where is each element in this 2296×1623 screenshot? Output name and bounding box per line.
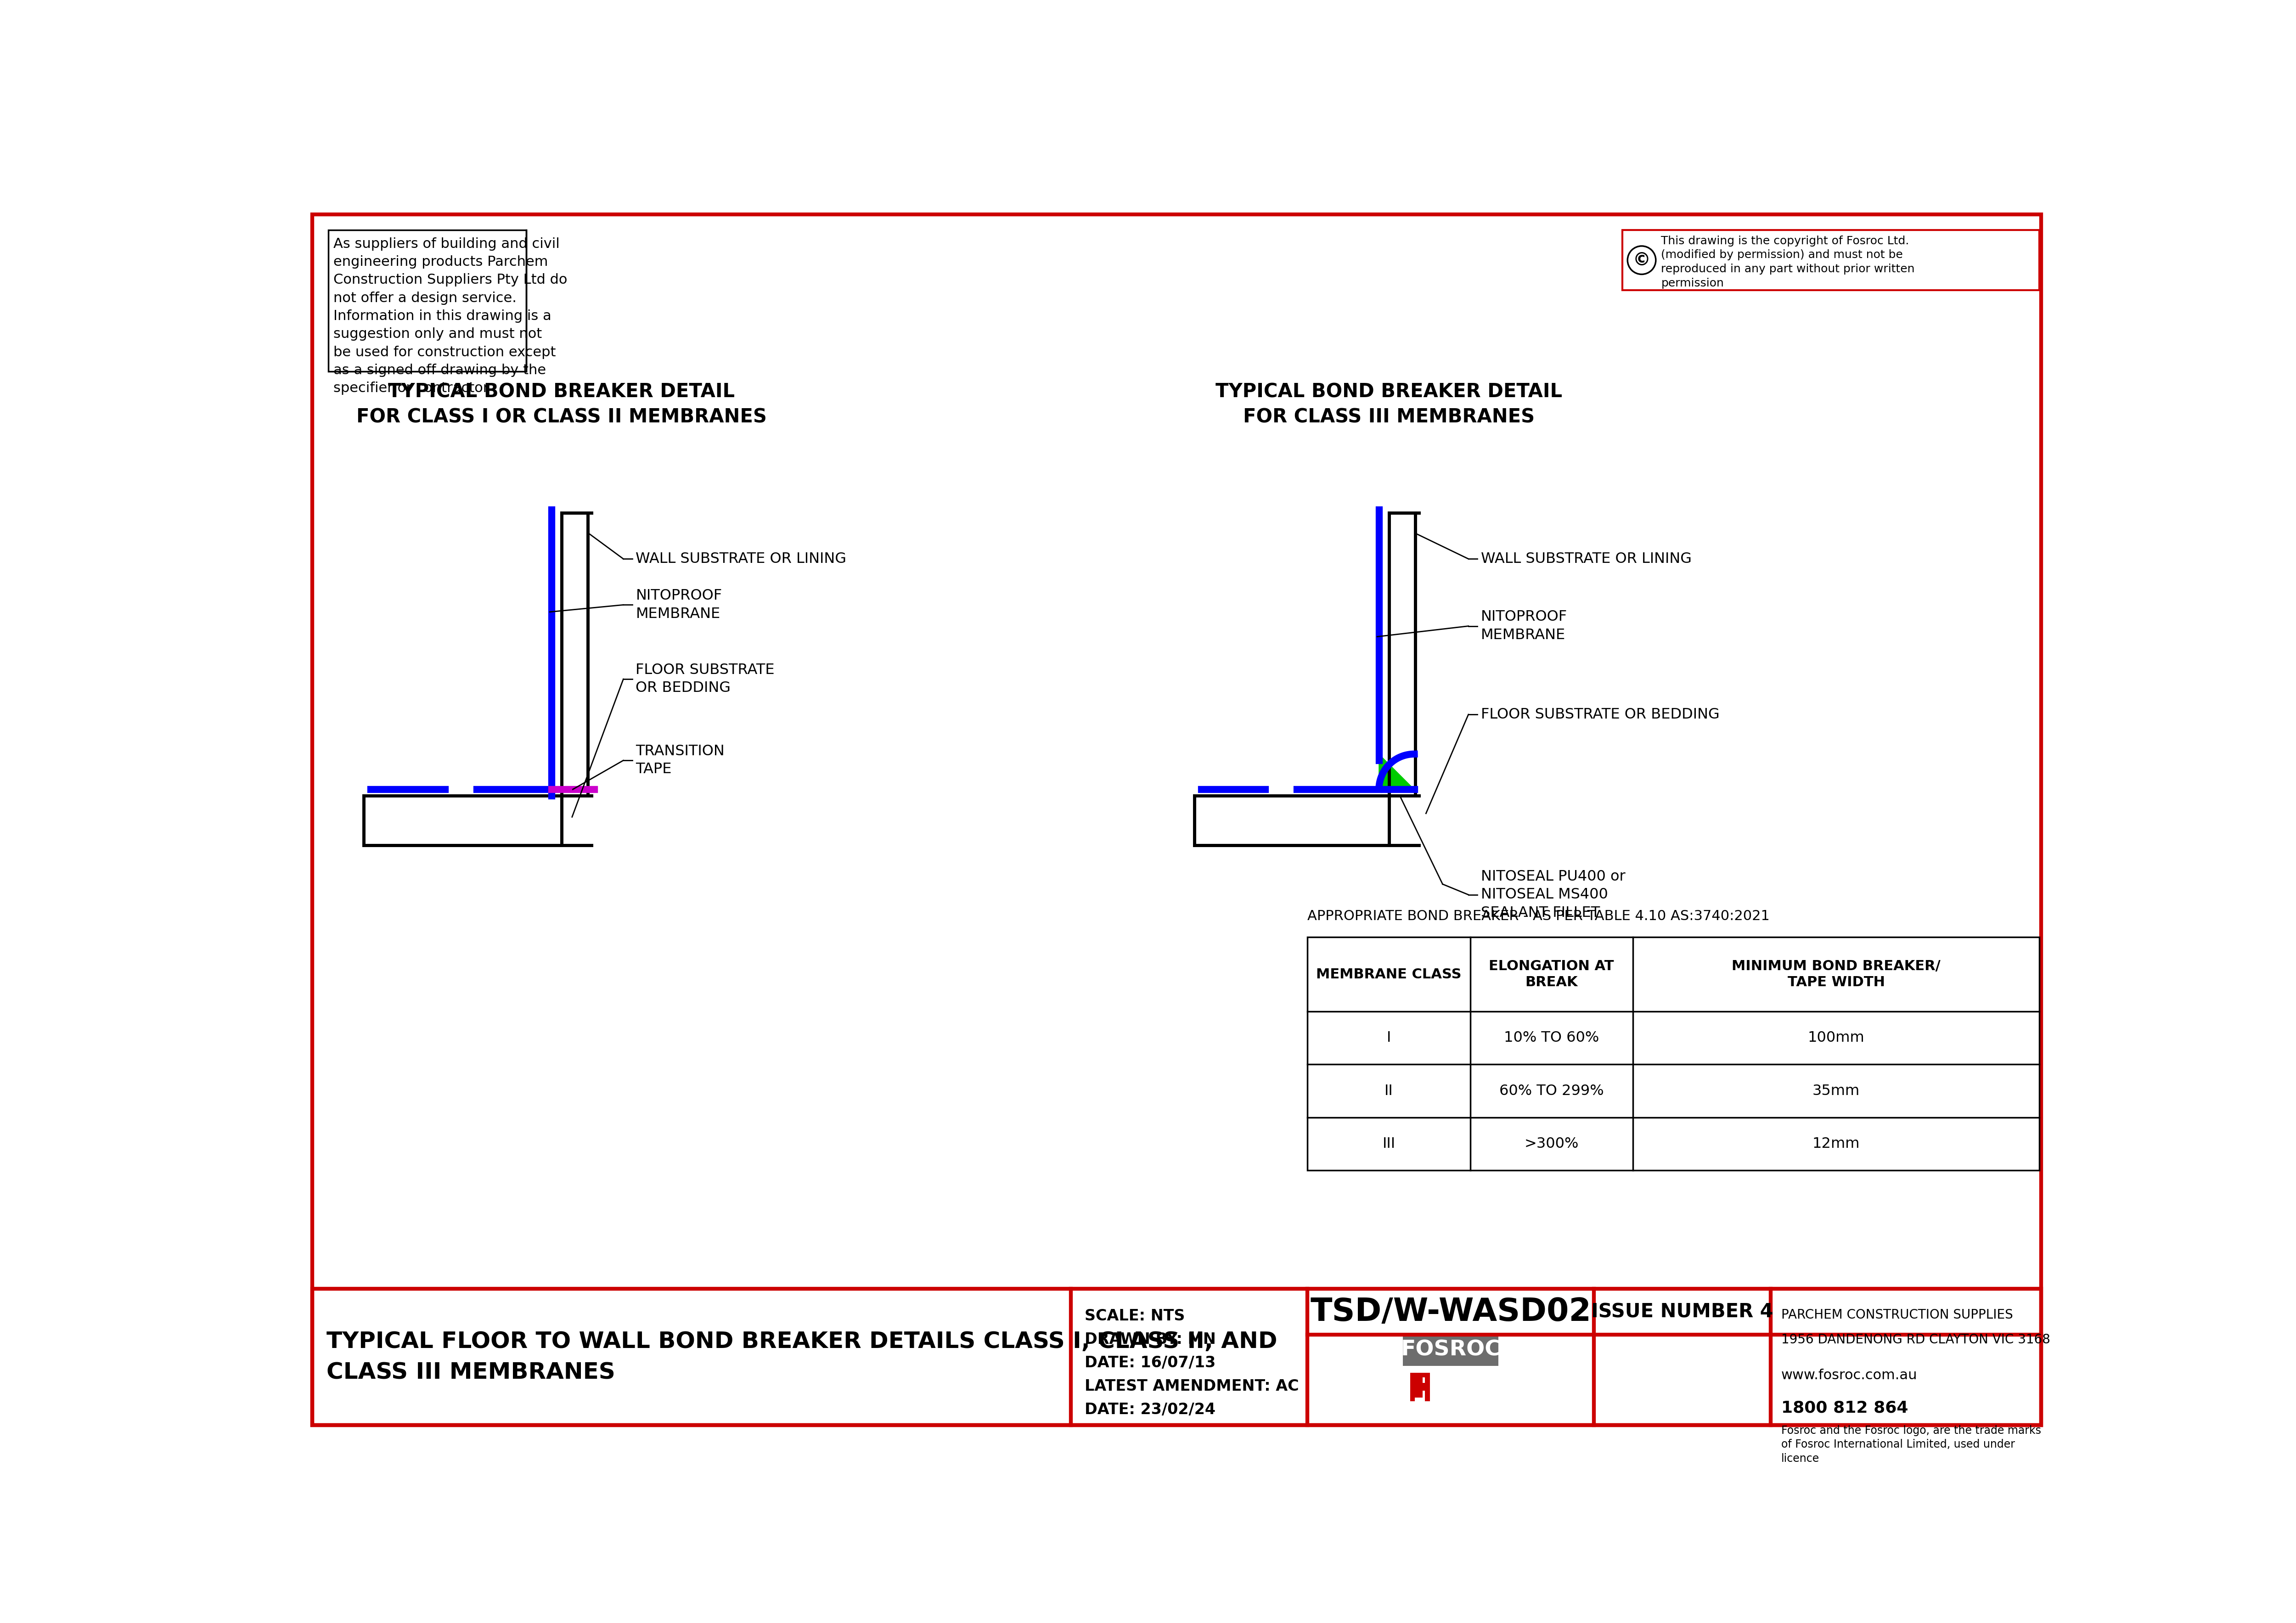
Text: WALL SUBSTRATE OR LINING: WALL SUBSTRATE OR LINING [1481, 552, 1692, 566]
Bar [1623, 230, 2039, 291]
Text: MEMBRANE CLASS: MEMBRANE CLASS [1316, 967, 1463, 980]
Text: 10% TO 60%: 10% TO 60% [1504, 1031, 1598, 1045]
Text: As suppliers of building and civil
engineering products Parchem
Construction Sup: As suppliers of building and civil engin… [333, 237, 567, 394]
Bar [1410, 1388, 1414, 1401]
Text: II: II [1384, 1084, 1394, 1099]
Text: TSD/W-WASD02: TSD/W-WASD02 [1311, 1297, 1591, 1328]
Text: FLOOR SUBSTRATE OR BEDDING: FLOOR SUBSTRATE OR BEDDING [1481, 708, 1720, 722]
Text: MINIMUM BOND BREAKER/
TAPE WIDTH: MINIMUM BOND BREAKER/ TAPE WIDTH [1731, 959, 1940, 988]
Bar [312, 1289, 2041, 1425]
Text: 100mm: 100mm [1807, 1031, 1864, 1045]
Text: ©: © [1632, 252, 1651, 269]
Text: NITOPROOF
MEMBRANE: NITOPROOF MEMBRANE [636, 589, 723, 622]
Text: TYPICAL BOND BREAKER DETAIL
FOR CLASS III MEMBRANES: TYPICAL BOND BREAKER DETAIL FOR CLASS II… [1215, 381, 1561, 427]
Bar [1410, 1383, 1428, 1388]
Text: APPROPRIATE BOND BREAKER - AS PER TABLE 4.10 AS:3740:2021: APPROPRIATE BOND BREAKER - AS PER TABLE … [1306, 911, 1770, 923]
Text: TRANSITION
TAPE: TRANSITION TAPE [636, 745, 726, 776]
Bar [1403, 1334, 1499, 1367]
Text: TYPICAL BOND BREAKER DETAIL
FOR CLASS I OR CLASS II MEMBRANES: TYPICAL BOND BREAKER DETAIL FOR CLASS I … [356, 381, 767, 427]
Text: DATE: 23/02/24: DATE: 23/02/24 [1084, 1402, 1215, 1417]
Text: 35mm: 35mm [1812, 1084, 1860, 1099]
Text: DATE: 16/07/13: DATE: 16/07/13 [1084, 1355, 1217, 1370]
Text: This drawing is the copyright of Fosroc Ltd.
(modified by permission) and must n: This drawing is the copyright of Fosroc … [1660, 235, 1915, 289]
Text: 60% TO 299%: 60% TO 299% [1499, 1084, 1605, 1099]
Text: NITOPROOF
MEMBRANE: NITOPROOF MEMBRANE [1481, 610, 1568, 643]
Text: TYPICAL FLOOR TO WALL BOND BREAKER DETAILS CLASS I, CLASS II, AND
CLASS III MEMB: TYPICAL FLOOR TO WALL BOND BREAKER DETAI… [326, 1331, 1277, 1383]
Text: Fosroc and the Fosroc logo, are the trade marks
of Fosroc International Limited,: Fosroc and the Fosroc logo, are the trad… [1782, 1425, 2041, 1464]
Text: 12mm: 12mm [1812, 1136, 1860, 1151]
Text: NITOSEAL PU400 or
NITOSEAL MS400
SEALANT FILLET: NITOSEAL PU400 or NITOSEAL MS400 SEALANT… [1481, 870, 1626, 920]
Bar [1410, 1373, 1424, 1397]
Text: 1956 DANDENONG RD CLAYTON VIC 3168: 1956 DANDENONG RD CLAYTON VIC 3168 [1782, 1332, 2050, 1345]
Text: DRAWN BY: MN: DRAWN BY: MN [1084, 1332, 1217, 1347]
Polygon shape [1380, 755, 1414, 789]
Text: ISSUE NUMBER 4: ISSUE NUMBER 4 [1591, 1302, 1773, 1321]
Text: ELONGATION AT
BREAK: ELONGATION AT BREAK [1488, 959, 1614, 988]
Bar [1426, 1373, 1430, 1386]
Text: >300%: >300% [1525, 1136, 1580, 1151]
Text: FOSROC: FOSROC [1401, 1339, 1502, 1360]
Text: WALL SUBSTRATE OR LINING: WALL SUBSTRATE OR LINING [636, 552, 847, 566]
Text: www.fosroc.com.au: www.fosroc.com.au [1782, 1368, 1917, 1381]
Text: LATEST AMENDMENT: AC: LATEST AMENDMENT: AC [1084, 1380, 1300, 1394]
Text: FLOOR SUBSTRATE
OR BEDDING: FLOOR SUBSTRATE OR BEDDING [636, 662, 774, 695]
Text: III: III [1382, 1136, 1396, 1151]
Polygon shape [1417, 1386, 1430, 1401]
Bar [1306, 936, 2039, 1170]
Text: I: I [1387, 1031, 1391, 1045]
Bar [328, 230, 526, 372]
Text: 1800 812 864: 1800 812 864 [1782, 1401, 1908, 1415]
Text: PARCHEM CONSTRUCTION SUPPLIES: PARCHEM CONSTRUCTION SUPPLIES [1782, 1308, 2014, 1321]
Text: SCALE: NTS: SCALE: NTS [1084, 1308, 1185, 1323]
Bar [1410, 1373, 1430, 1378]
